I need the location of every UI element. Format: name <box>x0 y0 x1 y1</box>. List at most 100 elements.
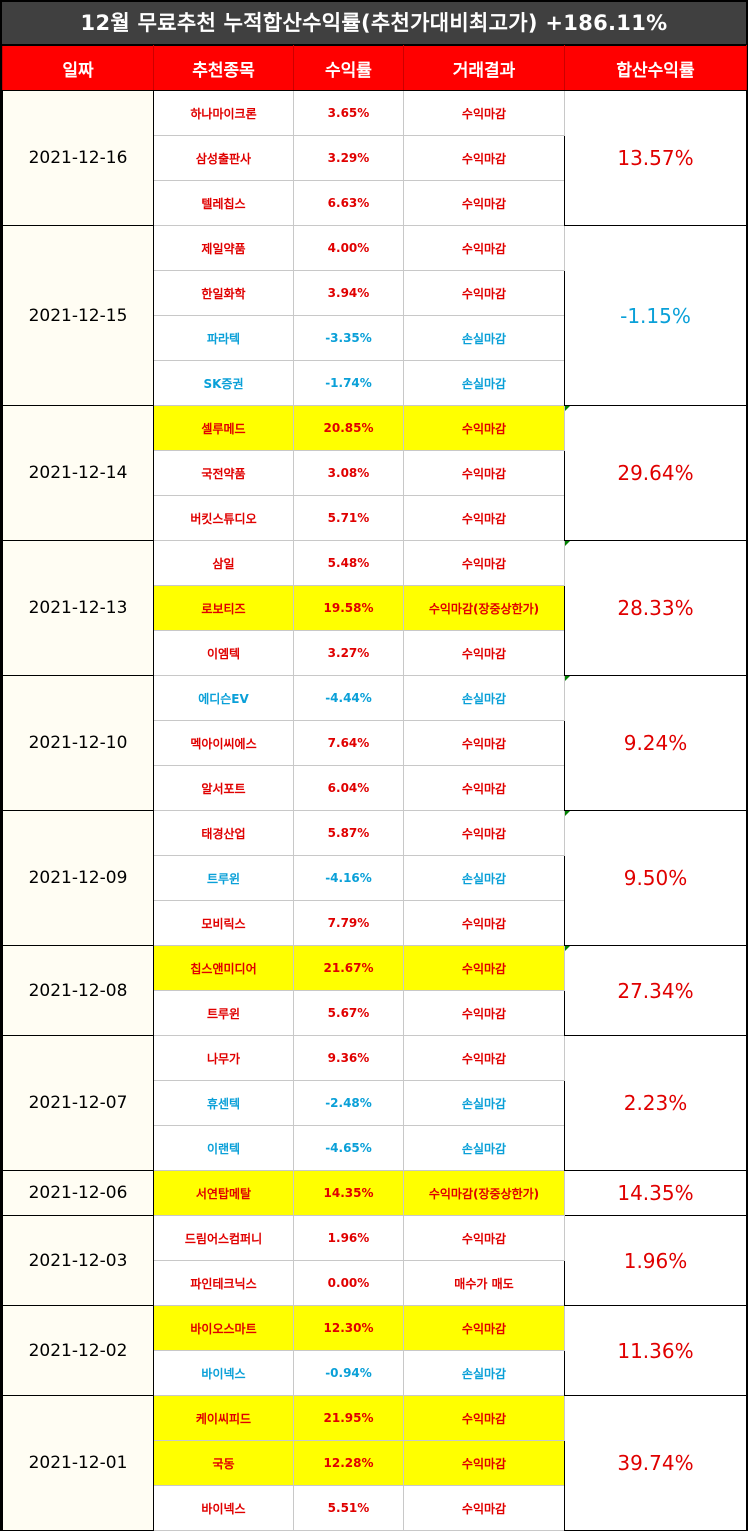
stock-name-cell[interactable]: 드림어스컴퍼니 <box>153 1215 294 1261</box>
total-rate-cell[interactable]: 11.36% <box>564 1305 747 1396</box>
date-cell[interactable]: 2021-12-15 <box>2 225 154 406</box>
result-cell[interactable]: 수익마감 <box>403 540 565 586</box>
rate-cell[interactable]: 7.64% <box>293 720 404 766</box>
stock-name-cell[interactable]: 바이넥스 <box>153 1485 294 1531</box>
rate-cell[interactable]: 3.29% <box>293 135 404 181</box>
stock-name-cell[interactable]: 나무가 <box>153 1035 294 1081</box>
date-cell[interactable]: 2021-12-01 <box>2 1395 154 1531</box>
result-cell[interactable]: 손실마감 <box>403 360 565 406</box>
result-cell[interactable]: 수익마감 <box>403 900 565 946</box>
stock-name-cell[interactable]: 한일화학 <box>153 270 294 316</box>
stock-name-cell[interactable]: 하나마이크론 <box>153 90 294 136</box>
stock-name-cell[interactable]: 버킷스튜디오 <box>153 495 294 541</box>
stock-name-cell[interactable]: 서연탑메탈 <box>153 1170 294 1216</box>
stock-name-cell[interactable]: 국동 <box>153 1440 294 1486</box>
date-cell[interactable]: 2021-12-13 <box>2 540 154 676</box>
result-cell[interactable]: 수익마감 <box>403 1215 565 1261</box>
rate-cell[interactable]: 21.95% <box>293 1395 404 1441</box>
total-rate-cell[interactable]: 27.34% <box>564 945 747 1036</box>
rate-cell[interactable]: -4.65% <box>293 1125 404 1171</box>
rate-cell[interactable]: 5.51% <box>293 1485 404 1531</box>
rate-cell[interactable]: 20.85% <box>293 405 404 451</box>
stock-name-cell[interactable]: 알서포트 <box>153 765 294 811</box>
result-cell[interactable]: 손실마감 <box>403 1125 565 1171</box>
total-rate-cell[interactable]: -1.15% <box>564 225 747 406</box>
stock-name-cell[interactable]: 텔레칩스 <box>153 180 294 226</box>
result-cell[interactable]: 손실마감 <box>403 855 565 901</box>
result-cell[interactable]: 수익마감 <box>403 720 565 766</box>
result-cell[interactable]: 수익마감 <box>403 90 565 136</box>
rate-cell[interactable]: 0.00% <box>293 1260 404 1306</box>
stock-name-cell[interactable]: 트루윈 <box>153 855 294 901</box>
rate-cell[interactable]: 12.28% <box>293 1440 404 1486</box>
stock-name-cell[interactable]: 멕아이씨에스 <box>153 720 294 766</box>
result-cell[interactable]: 손실마감 <box>403 315 565 361</box>
date-cell[interactable]: 2021-12-03 <box>2 1215 154 1306</box>
date-cell[interactable]: 2021-12-06 <box>2 1170 154 1216</box>
result-cell[interactable]: 수익마감 <box>403 1035 565 1081</box>
rate-cell[interactable]: -3.35% <box>293 315 404 361</box>
result-cell[interactable]: 손실마감 <box>403 1080 565 1126</box>
stock-name-cell[interactable]: 이랜텍 <box>153 1125 294 1171</box>
rate-cell[interactable]: -4.16% <box>293 855 404 901</box>
result-cell[interactable]: 수익마감 <box>403 1485 565 1531</box>
stock-name-cell[interactable]: 에디슨EV <box>153 675 294 721</box>
result-cell[interactable]: 수익마감 <box>403 630 565 676</box>
rate-cell[interactable]: 9.36% <box>293 1035 404 1081</box>
rate-cell[interactable]: 7.79% <box>293 900 404 946</box>
total-rate-cell[interactable]: 28.33% <box>564 540 747 676</box>
total-rate-cell[interactable]: 2.23% <box>564 1035 747 1171</box>
rate-cell[interactable]: 6.63% <box>293 180 404 226</box>
total-rate-cell[interactable]: 39.74% <box>564 1395 747 1531</box>
date-cell[interactable]: 2021-12-16 <box>2 90 154 226</box>
rate-cell[interactable]: 6.04% <box>293 765 404 811</box>
total-rate-cell[interactable]: 9.24% <box>564 675 747 811</box>
result-cell[interactable]: 수익마감 <box>403 1395 565 1441</box>
rate-cell[interactable]: 1.96% <box>293 1215 404 1261</box>
stock-name-cell[interactable]: 케이씨피드 <box>153 1395 294 1441</box>
stock-name-cell[interactable]: 이엠텍 <box>153 630 294 676</box>
rate-cell[interactable]: 3.94% <box>293 270 404 316</box>
result-cell[interactable]: 수익마감(장중상한가) <box>403 585 565 631</box>
rate-cell[interactable]: -1.74% <box>293 360 404 406</box>
stock-name-cell[interactable]: 칩스앤미디어 <box>153 945 294 991</box>
stock-name-cell[interactable]: 바이넥스 <box>153 1350 294 1396</box>
stock-name-cell[interactable]: 파인테크닉스 <box>153 1260 294 1306</box>
rate-cell[interactable]: 3.27% <box>293 630 404 676</box>
rate-cell[interactable]: 3.08% <box>293 450 404 496</box>
rate-cell[interactable]: -4.44% <box>293 675 404 721</box>
rate-cell[interactable]: 5.71% <box>293 495 404 541</box>
rate-cell[interactable]: 19.58% <box>293 585 404 631</box>
stock-name-cell[interactable]: 제일약품 <box>153 225 294 271</box>
rate-cell[interactable]: -0.94% <box>293 1350 404 1396</box>
date-cell[interactable]: 2021-12-07 <box>2 1035 154 1171</box>
result-cell[interactable]: 수익마감 <box>403 180 565 226</box>
stock-name-cell[interactable]: 태경산업 <box>153 810 294 856</box>
result-cell[interactable]: 수익마감 <box>403 135 565 181</box>
result-cell[interactable]: 수익마감 <box>403 945 565 991</box>
date-cell[interactable]: 2021-12-08 <box>2 945 154 1036</box>
stock-name-cell[interactable]: SK증권 <box>153 360 294 406</box>
result-cell[interactable]: 수익마감 <box>403 495 565 541</box>
result-cell[interactable]: 수익마감 <box>403 990 565 1036</box>
total-rate-cell[interactable]: 13.57% <box>564 90 747 226</box>
date-cell[interactable]: 2021-12-09 <box>2 810 154 946</box>
rate-cell[interactable]: 21.67% <box>293 945 404 991</box>
result-cell[interactable]: 매수가 매도 <box>403 1260 565 1306</box>
stock-name-cell[interactable]: 국전약품 <box>153 450 294 496</box>
result-cell[interactable]: 수익마감 <box>403 405 565 451</box>
stock-name-cell[interactable]: 휴센텍 <box>153 1080 294 1126</box>
total-rate-cell[interactable]: 9.50% <box>564 810 747 946</box>
result-cell[interactable]: 수익마감(장중상한가) <box>403 1170 565 1216</box>
stock-name-cell[interactable]: 바이오스마트 <box>153 1305 294 1351</box>
rate-cell[interactable]: 5.48% <box>293 540 404 586</box>
stock-name-cell[interactable]: 로보티즈 <box>153 585 294 631</box>
rate-cell[interactable]: 12.30% <box>293 1305 404 1351</box>
total-rate-cell[interactable]: 14.35% <box>564 1170 747 1216</box>
rate-cell[interactable]: 4.00% <box>293 225 404 271</box>
result-cell[interactable]: 손실마감 <box>403 675 565 721</box>
result-cell[interactable]: 손실마감 <box>403 1350 565 1396</box>
stock-name-cell[interactable]: 셀루메드 <box>153 405 294 451</box>
stock-name-cell[interactable]: 모비릭스 <box>153 900 294 946</box>
total-rate-cell[interactable]: 1.96% <box>564 1215 747 1306</box>
